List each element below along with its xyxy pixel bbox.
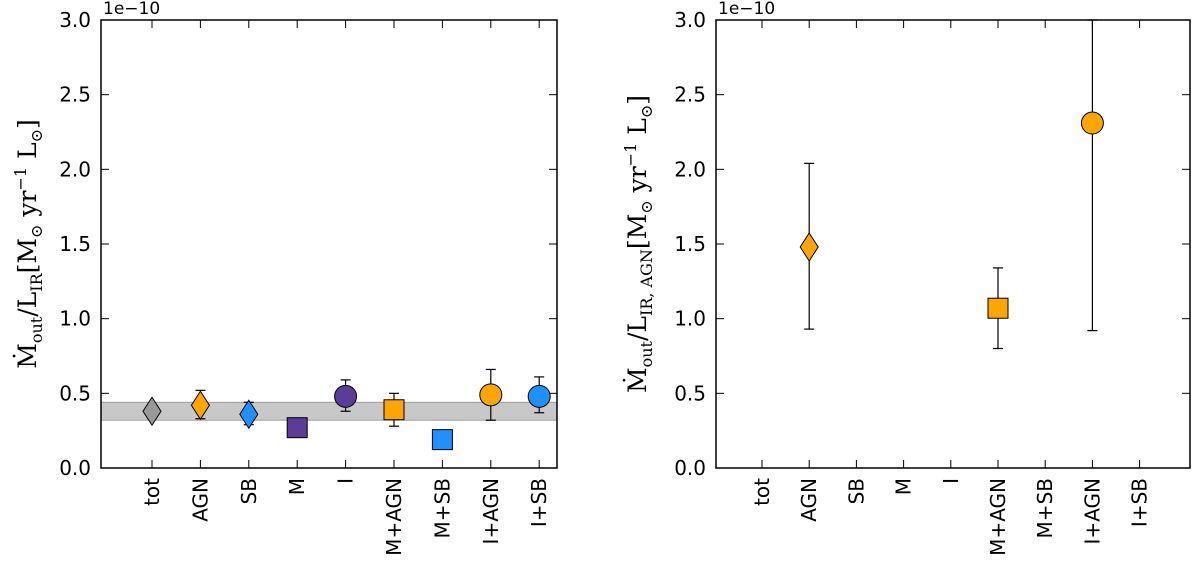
- right-xtick-label-m: M: [892, 478, 916, 495]
- right-panel: 0.0 0.5 1.0 1.5 2.0 2.5 3.0 tot AGN SB M I M+AGN M+S…: [621, 0, 1191, 556]
- right-marker-m-plus-agn: [987, 297, 1009, 319]
- left-panel: 0.0 0.5 1.0 1.5 2.0 2.5 3.0 tot AGN SB M I M+AGN M+S…: [11, 0, 558, 556]
- left-xtick-label-sb: SB: [237, 478, 261, 504]
- right-marker-i-plus-agn: [1080, 111, 1104, 135]
- right-scale-label: 1e−10: [718, 0, 775, 19]
- right-xtick-label-sb: SB: [844, 478, 868, 504]
- right-ytick-label: 0.0: [674, 456, 706, 480]
- left-ytick-label: 2.5: [59, 83, 91, 107]
- right-xtick-layer: tot AGN SB M I M+AGN M+SB I+AGN I+SB: [750, 20, 1152, 556]
- left-xtick-label-agn: AGN: [188, 478, 212, 522]
- left-marker-sb: [239, 399, 259, 430]
- left-ytick-label: 2.0: [59, 157, 91, 181]
- left-marker-m-plus-sb: [431, 429, 453, 451]
- right-plot-frame: [715, 19, 1191, 469]
- left-marker-m-plus-agn: [383, 399, 405, 421]
- left-marker-agn: [190, 390, 210, 421]
- right-xtick-label-i-plus-agn: I+AGN: [1080, 478, 1104, 544]
- left-scale-label: 1e−10: [103, 0, 160, 19]
- left-xtick-label-m-plus-agn: M+AGN: [382, 478, 406, 556]
- right-errorbar-layer: [804, 19, 1098, 350]
- left-xtick-label-tot: tot: [140, 478, 164, 506]
- left-marker-i-plus-sb: [527, 384, 551, 408]
- left-ytick-label: 1.5: [59, 232, 91, 256]
- left-xtick-label-m-plus-sb: M+SB: [430, 478, 454, 538]
- right-xtick-label-i: I: [939, 478, 963, 484]
- right-ytick-label: 2.5: [674, 83, 706, 107]
- left-marker-i: [334, 384, 358, 408]
- right-marker-agn: [799, 232, 819, 262]
- left-ytick-label: 0.5: [59, 381, 91, 405]
- left-xtick-label-i: I: [334, 478, 358, 484]
- left-xtick-label-m: M: [285, 478, 309, 495]
- left-ytick-label: 1.0: [59, 307, 91, 331]
- left-ytick-label: 3.0: [59, 8, 91, 32]
- left-marker-m: [286, 417, 308, 439]
- right-xtick-label-tot: tot: [750, 478, 774, 506]
- right-xtick-label-m-plus-agn: M+AGN: [986, 478, 1010, 556]
- right-xtick-label-i-plus-sb: I+SB: [1128, 478, 1152, 527]
- right-ytick-label: 1.0: [674, 307, 706, 331]
- left-xtick-label-i-plus-sb: I+SB: [527, 478, 551, 527]
- right-xtick-label-m-plus-sb: M+SB: [1033, 478, 1057, 538]
- right-ytick-label: 0.5: [674, 381, 706, 405]
- left-y-axis-label: Ṁout/LIR[M⊙ yr−1 L⊙]: [11, 119, 46, 369]
- right-ytick-label: 2.0: [674, 157, 706, 181]
- left-ytick-label: 0.0: [59, 456, 91, 480]
- left-xtick-label-i-plus-agn: I+AGN: [479, 478, 503, 544]
- right-xtick-label-agn: AGN: [797, 478, 821, 522]
- right-marker-layer: [799, 111, 1104, 319]
- left-marker-tot: [142, 396, 162, 427]
- left-marker-i-plus-agn: [479, 383, 503, 407]
- left-ytick-layer: 0.0 0.5 1.0 1.5 2.0 2.5 3.0: [59, 8, 557, 480]
- right-ytick-label: 3.0: [674, 8, 706, 32]
- left-xtick-layer: tot AGN SB M I M+AGN M+SB I+AGN I+SB: [140, 20, 551, 556]
- right-y-axis-label: Ṁout/LIR, AGN[M⊙ yr−1 L⊙]: [621, 95, 656, 393]
- left-marker-layer: [142, 383, 551, 451]
- right-ytick-label: 1.5: [674, 232, 706, 256]
- right-ytick-layer: 0.0 0.5 1.0 1.5 2.0 2.5 3.0: [674, 8, 1190, 480]
